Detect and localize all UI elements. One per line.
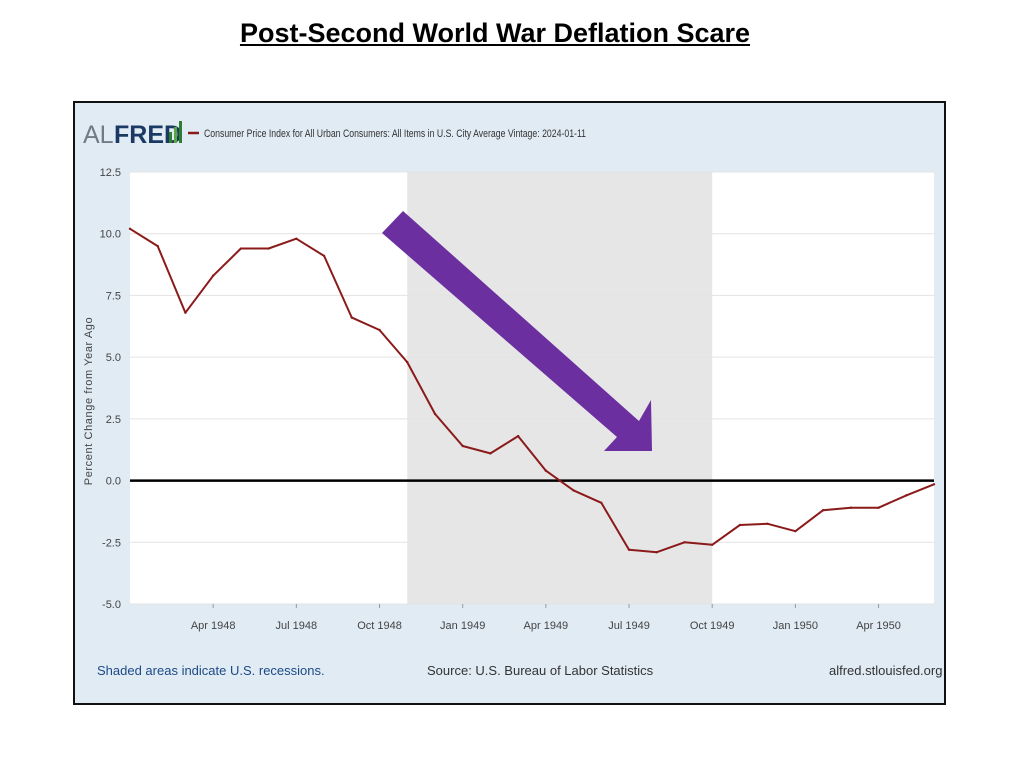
data-point <box>932 483 936 486</box>
data-point <box>683 541 686 544</box>
site-link[interactable]: alfred.stlouisfed.org <box>829 663 943 678</box>
cpi-chart: AL FRED Consumer Price Index for All Urb… <box>83 121 936 632</box>
cpi-series-line <box>129 227 935 554</box>
data-point <box>489 452 492 455</box>
x-tick-label: Apr 1949 <box>524 620 569 632</box>
slide-title: Post-Second World War Deflation Scare <box>239 18 751 48</box>
data-point <box>433 412 437 416</box>
y-tick-label: -5.0 <box>102 599 121 611</box>
bar-chart-icon <box>169 121 182 143</box>
data-point <box>905 494 908 497</box>
data-point <box>877 506 880 509</box>
data-point <box>406 360 409 364</box>
data-point <box>378 328 381 332</box>
y-tick-label: 2.5 <box>106 414 121 426</box>
y-tick-label: 10.0 <box>100 229 121 241</box>
x-tick-label: Oct 1949 <box>690 620 735 632</box>
data-point <box>184 311 187 314</box>
chart-frame: AL FRED Consumer Price Index for All Urb… <box>73 101 946 705</box>
data-point <box>711 543 714 546</box>
data-point <box>461 444 464 448</box>
data-point <box>849 506 853 509</box>
data-point <box>128 227 132 230</box>
x-tick-label: Jan 1949 <box>440 620 485 632</box>
x-tick-label: Apr 1948 <box>191 620 236 632</box>
x-tick-label: Jul 1948 <box>276 620 318 632</box>
data-point <box>295 237 298 240</box>
data-point <box>239 247 243 250</box>
data-point <box>572 489 575 492</box>
data-point <box>766 522 769 525</box>
data-point <box>627 548 631 551</box>
source-note: Source: U.S. Bureau of Labor Statistics <box>427 663 654 678</box>
logo-al-text: AL <box>83 121 114 149</box>
alfred-logo[interactable]: AL FRED <box>83 121 182 149</box>
data-point <box>211 274 215 277</box>
y-tick-label: 7.5 <box>106 290 121 302</box>
y-tick-label: 5.0 <box>106 352 121 364</box>
trend-arrow <box>382 211 652 451</box>
y-tick-label: 0.0 <box>106 476 121 488</box>
data-point <box>544 469 548 472</box>
y-axis-label: Percent Change from Year Ago <box>83 317 95 485</box>
x-tick-label: Jul 1949 <box>608 620 650 632</box>
data-point <box>156 244 159 248</box>
data-point <box>794 529 797 533</box>
data-point <box>655 550 658 554</box>
y-tick-label: -2.5 <box>102 537 121 549</box>
recession-note: Shaded areas indicate U.S. recessions. <box>97 663 325 678</box>
data-point <box>516 434 520 438</box>
y-tick-label: 12.5 <box>100 167 121 179</box>
data-point <box>322 254 326 258</box>
data-point <box>350 316 353 319</box>
x-tick-label: Oct 1948 <box>357 620 402 632</box>
x-tick-label: Apr 1950 <box>856 620 901 632</box>
data-point <box>267 247 270 250</box>
recession-shade <box>407 172 713 604</box>
data-point <box>738 523 742 527</box>
x-tick-label: Jan 1950 <box>773 620 818 632</box>
data-point <box>600 501 603 504</box>
data-point <box>821 508 825 512</box>
legend-label: Consumer Price Index for All Urban Consu… <box>204 128 586 140</box>
legend: Consumer Price Index for All Urban Consu… <box>188 128 586 140</box>
